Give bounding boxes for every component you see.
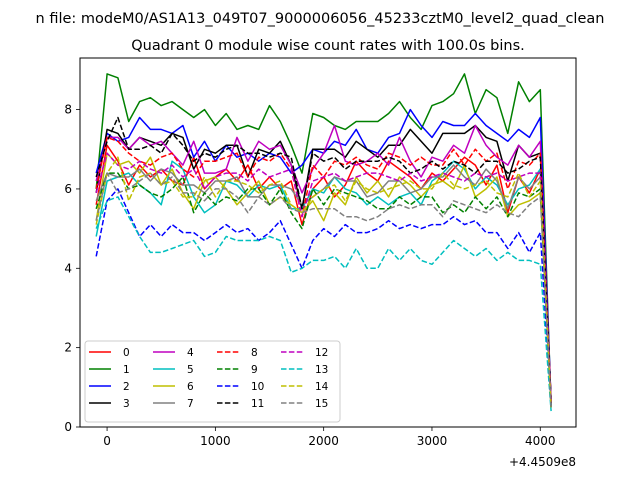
plot-frame — [79, 57, 577, 428]
series-line-15 — [95, 172, 552, 408]
legend-label-11: 11 — [251, 398, 264, 410]
series-line-13 — [95, 196, 552, 412]
legend-label-6: 6 — [187, 381, 194, 393]
legend-label-5: 5 — [187, 364, 194, 376]
legend-label-14: 14 — [315, 381, 329, 393]
series-line-9 — [95, 172, 552, 408]
plot-lines — [95, 73, 552, 412]
legend-label-0: 0 — [123, 347, 130, 359]
x-axis: 0 1000 2000 3000 4000 — [103, 427, 556, 448]
x-tick-label: 1000 — [200, 434, 231, 448]
series-line-5 — [95, 160, 552, 408]
series-line-11 — [95, 116, 552, 404]
x-offset-label: +4.4509e8 — [509, 455, 576, 469]
legend-label-1: 1 — [123, 364, 130, 376]
legend-label-9: 9 — [251, 364, 258, 376]
legend-label-8: 8 — [251, 347, 258, 359]
y-tick-label: 4 — [64, 261, 72, 275]
chart-title: Quadrant 0 module wise count rates with … — [131, 38, 525, 54]
series-line-8 — [95, 136, 552, 404]
legend-label-2: 2 — [123, 381, 130, 393]
legend-label-4: 4 — [187, 347, 194, 359]
y-axis: 0 2 4 6 8 — [64, 103, 80, 434]
figure-suptitle: n file: modeM0/AS1A13_049T07_9000006056_… — [36, 11, 605, 27]
y-tick-label: 0 — [64, 420, 72, 434]
y-tick-label: 2 — [64, 341, 72, 355]
legend-label-15: 15 — [315, 398, 328, 410]
legend-label-13: 13 — [315, 364, 328, 376]
y-tick-label: 6 — [64, 182, 72, 196]
series-line-10 — [95, 188, 552, 408]
x-tick-label: 4000 — [525, 434, 556, 448]
legend-label-3: 3 — [123, 398, 130, 410]
y-tick-label: 8 — [64, 103, 72, 117]
legend-box — [84, 340, 341, 423]
legend-label-10: 10 — [251, 381, 264, 393]
x-tick-label: 2000 — [308, 434, 339, 448]
x-tick-label: 3000 — [417, 434, 448, 448]
x-tick-label: 0 — [103, 434, 111, 448]
series-line-12 — [95, 152, 552, 404]
legend-label-7: 7 — [187, 398, 194, 410]
legend-label-12: 12 — [315, 347, 328, 359]
series-line-14 — [95, 156, 552, 408]
